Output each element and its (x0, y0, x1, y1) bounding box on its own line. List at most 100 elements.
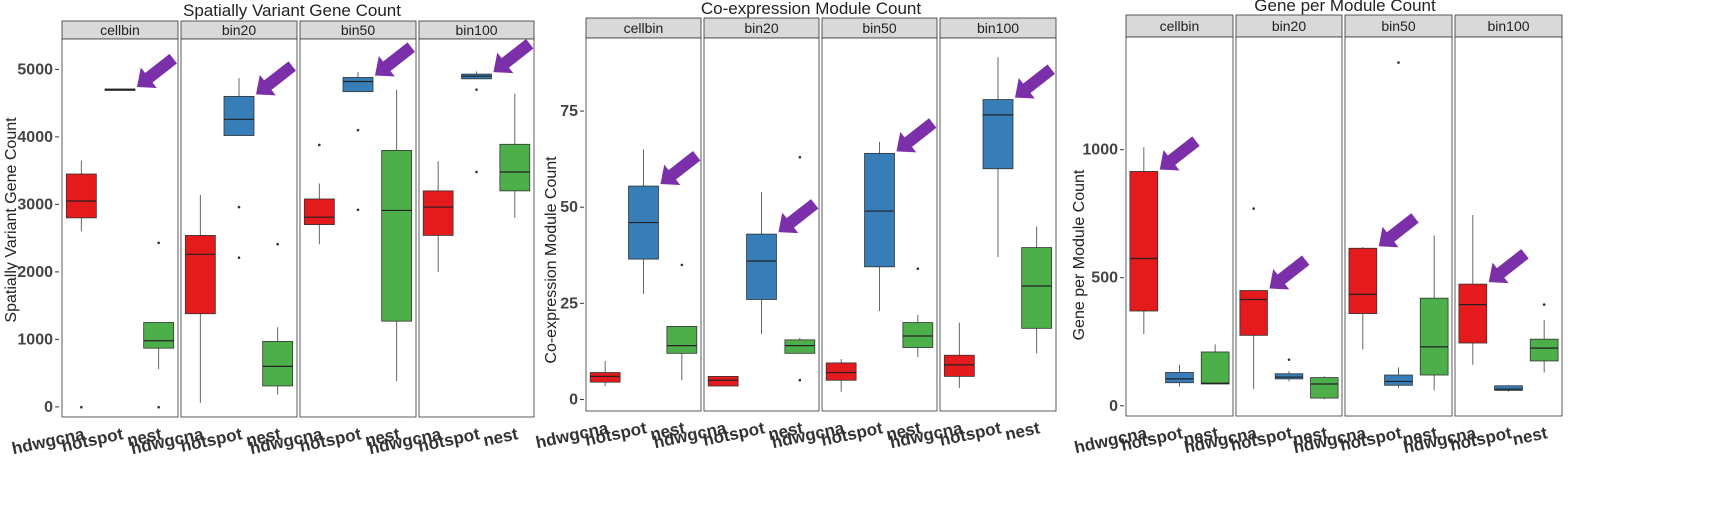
box-hdwgcna (65, 160, 97, 409)
box-body (223, 95, 255, 136)
box-hdwgcna (589, 361, 621, 387)
facet-strip-label: bin100 (455, 22, 497, 38)
facet-strip-label: bin50 (1381, 18, 1415, 34)
box-body (746, 233, 777, 300)
y-tick-label: 5000 (17, 61, 53, 78)
facet-strip-label: cellbin (1160, 18, 1200, 34)
box-body (1310, 377, 1339, 399)
box-nest (262, 242, 294, 395)
facet-strip-label: bin50 (341, 22, 375, 38)
highlight-arrow (1159, 136, 1200, 171)
x-tick-label: nest (1511, 423, 1549, 449)
y-tick-label: 0 (1109, 398, 1118, 415)
box-hotspot (104, 88, 136, 91)
box-nest (902, 267, 934, 358)
arrow-shape (1159, 136, 1200, 171)
box-body (1200, 351, 1230, 385)
outlier-point (276, 242, 279, 246)
box-hotspot (461, 71, 492, 174)
y-tick-label: 1000 (1082, 142, 1118, 159)
outlier-point (916, 267, 920, 271)
outlier-point (237, 256, 241, 260)
facet-strip-label: bin100 (977, 20, 1019, 36)
facet-strip-label: bin100 (1487, 18, 1529, 34)
box-body (1494, 385, 1523, 391)
highlight-arrow (137, 53, 177, 88)
arrow-shape (137, 53, 177, 88)
box-hotspot (223, 78, 255, 260)
box-nest (1021, 226, 1053, 354)
outlier-point (1252, 207, 1255, 210)
box-hdwgcna (943, 322, 975, 388)
facet-strip-label: bin20 (222, 22, 256, 38)
chart-title: Spatially Variant Gene Count (183, 1, 401, 20)
box-hdwgcna (1348, 246, 1378, 350)
box-body (666, 326, 698, 354)
box-body (589, 372, 621, 383)
box-hdwgcna (1458, 214, 1488, 365)
chart-title: Co-expression Module Count (701, 0, 921, 18)
box-body (422, 190, 454, 236)
box-body (825, 362, 857, 381)
box-body (381, 149, 413, 322)
facet-strip-label: bin20 (744, 20, 778, 36)
arrow-shape (1378, 213, 1419, 248)
x-tick-label: nest (1003, 418, 1041, 444)
box-hdwgcna (707, 375, 739, 387)
box-body (303, 198, 335, 226)
box-body (262, 340, 294, 387)
box-body (184, 235, 216, 315)
y-axis-label: Spatially Variant Gene Count (3, 117, 20, 323)
box-body (342, 77, 374, 93)
y-tick-label: 0 (569, 391, 578, 408)
highlight-arrow (1015, 64, 1055, 99)
box-nest (499, 93, 531, 218)
box-hdwgcna (1239, 207, 1268, 390)
box-nest (1310, 376, 1339, 400)
box-hotspot (982, 57, 1014, 258)
y-tick-label: 1000 (17, 331, 53, 348)
y-axis-label: Gene per Module Count (1071, 169, 1088, 340)
outlier-point (80, 405, 83, 409)
highlight-arrow (375, 42, 415, 77)
highlight-arrow (896, 118, 937, 153)
box-body (65, 173, 97, 219)
box-body (902, 322, 934, 348)
arrow-shape (896, 118, 937, 153)
outlier-point (475, 88, 478, 91)
outlier-point (1287, 358, 1291, 361)
highlight-arrow (778, 199, 819, 234)
outlier-point (475, 170, 478, 174)
x-tick-label: nest (482, 424, 520, 450)
box-body (784, 339, 816, 354)
arrow-shape (660, 150, 701, 186)
outlier-point (1397, 61, 1400, 64)
y-tick-label: 25 (560, 295, 578, 312)
box-body (943, 354, 975, 377)
box-body (1239, 290, 1268, 336)
facet-strip-label: bin50 (862, 20, 896, 36)
box-body (1165, 372, 1194, 384)
outlier-point (157, 405, 160, 409)
highlight-arrow (1269, 255, 1310, 290)
box-nest (666, 263, 698, 381)
facet-plot-area (61, 38, 179, 418)
box-body (1458, 283, 1488, 344)
outlier-point (237, 205, 241, 209)
highlight-arrow (1488, 249, 1529, 284)
box-body (143, 322, 175, 349)
outlier-point (798, 378, 802, 382)
facet-strip-label: cellbin (100, 22, 140, 38)
box-body (499, 143, 531, 192)
arrow-shape (778, 199, 819, 234)
outlier-point (356, 208, 360, 212)
box-body (1021, 247, 1053, 329)
